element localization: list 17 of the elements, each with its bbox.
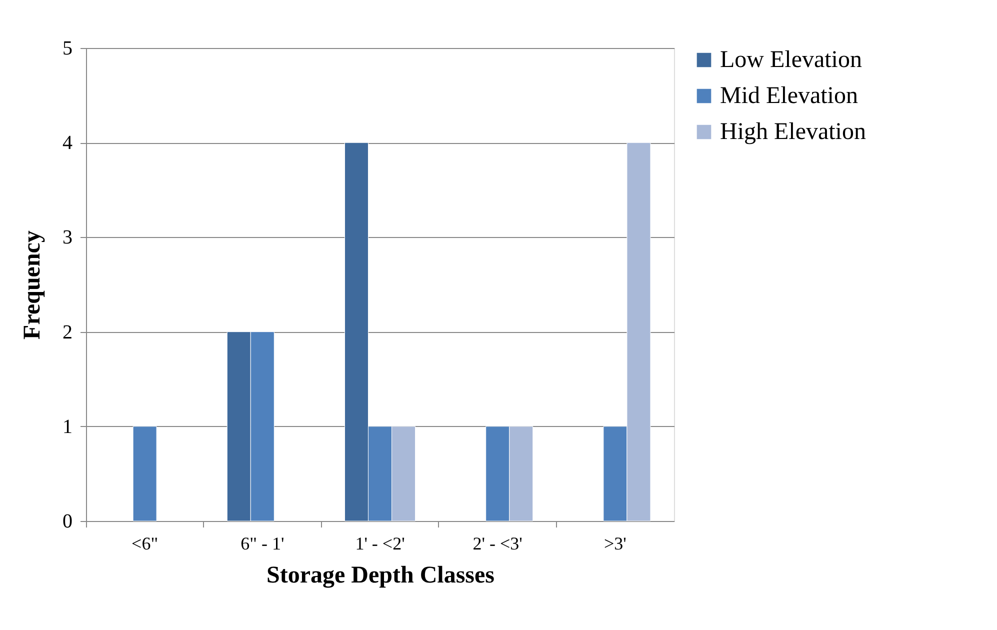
x-tick-label: 6" - 1' [240,534,284,554]
legend-label: Mid Elevation [720,83,858,109]
y-tick-label: 0 [62,510,72,532]
legend-label: High Elevation [720,119,866,145]
legend-label: Low Elevation [720,47,862,73]
x-tick-label: >3' [604,534,626,554]
bar [132,426,157,522]
y-tick-label: 3 [62,226,72,249]
y-tick-label: 5 [62,38,72,60]
x-tick-label: 1' - <2' [355,534,405,554]
x-axis-title: Storage Depth Classes [266,562,494,588]
x-tick-label: 2' - <3' [472,534,522,554]
y-axis-title: Frequency [20,230,46,340]
y-tick-label: 2 [62,321,72,344]
x-tick-label: <6" [132,534,158,554]
y-tick-label: 4 [62,132,72,154]
y-tick-label: 1 [62,416,72,438]
